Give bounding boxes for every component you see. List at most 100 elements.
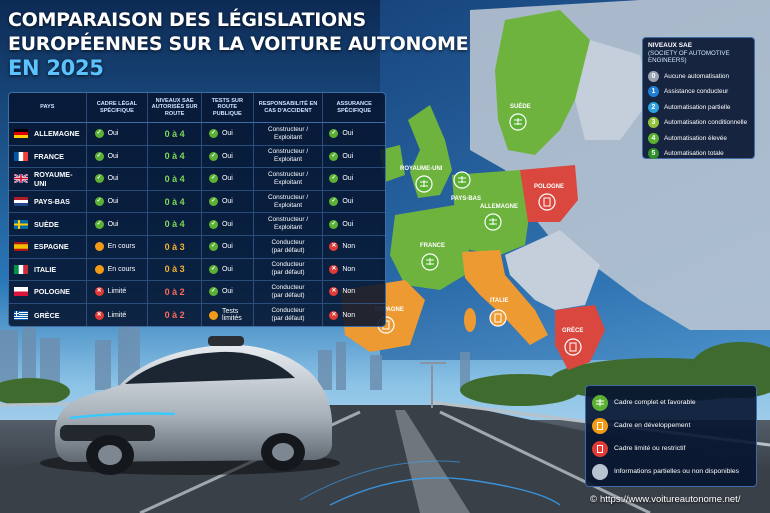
sae-value: 0 à 4 xyxy=(164,173,185,184)
resp-cell: Constructeur / Exploitant xyxy=(254,123,324,145)
country-cell: GRÈCE xyxy=(9,303,87,327)
cross-icon: ✕ xyxy=(94,287,104,297)
autonomous-car-illustration xyxy=(40,336,340,475)
table-row: ROYAUME-UNI ✓ Oui 0 à 4 ✓ Oui Constructeur / Ex… xyxy=(9,168,385,191)
check-icon: ✓ xyxy=(94,151,104,161)
pending-icon xyxy=(94,264,104,274)
tests-value: Oui xyxy=(221,175,233,183)
check-icon: ✓ xyxy=(208,197,218,207)
sae-level-label: Aucune automatisation xyxy=(664,72,730,80)
country-cell: ITALIE xyxy=(9,258,87,281)
cadre-cell: ✕ Limité xyxy=(87,303,149,327)
scale-icon xyxy=(592,394,608,411)
tests-cell: ✓ Oui xyxy=(202,190,254,213)
legend-list: Cadre complet et favorable Cadre en dével… xyxy=(592,391,750,483)
resp-line-1: Constructeur / xyxy=(267,193,309,201)
sae-cell: 0 à 3 xyxy=(148,235,202,258)
legend-item: Cadre en développement xyxy=(592,414,750,437)
map-region-france xyxy=(390,205,470,290)
map-region-grece xyxy=(555,305,605,370)
sae-cell: 0 à 4 xyxy=(148,213,202,235)
map-label-grece: GRÈCE xyxy=(562,326,583,334)
tests-cell: ✓ Oui xyxy=(202,123,254,145)
assur-cell: ✕ Non xyxy=(323,259,385,281)
header-cadre: CADRE LÉGAL SPÉCIFIQUE xyxy=(87,93,149,122)
resp-value: Constructeur / Exploitant xyxy=(268,126,308,142)
sae-level-number: 0 xyxy=(648,70,659,82)
country-cell: ESPAGNE xyxy=(9,235,87,258)
cadre-value: Oui xyxy=(107,198,119,206)
country-name: POLOGNE xyxy=(34,287,70,297)
tests-cell: ✓ Oui xyxy=(202,281,254,303)
sae-cell: 0 à 4 xyxy=(148,190,202,213)
check-icon: ✓ xyxy=(208,242,218,252)
sae-level-label: Automatisation conditionnelle xyxy=(664,119,748,127)
legend-label: Informations partielles ou non disponibl… xyxy=(614,468,740,475)
flag-se-icon xyxy=(14,219,28,229)
assur-cell: ✕ Non xyxy=(323,236,385,258)
cadre-value: Oui xyxy=(107,130,119,138)
copyright-icon: © xyxy=(590,494,597,505)
resp-line-1: Constructeur / xyxy=(267,148,309,156)
check-icon: ✓ xyxy=(208,287,218,297)
resp-value: Constructeur / Exploitant xyxy=(268,171,308,187)
table-row: PAYS-BAS ✓ Oui 0 à 4 ✓ Oui Constructeur / Explo… xyxy=(9,190,385,214)
flag-de-icon xyxy=(14,129,28,139)
map-label-pologne: POLOGNE xyxy=(534,184,564,190)
tests-value: Tests limités xyxy=(221,308,242,323)
table-row: FRANCE ✓ Oui 0 à 4 ✓ Oui Constructeur / Exploit… xyxy=(9,145,385,169)
comparison-table: PAYS CADRE LÉGAL SPÉCIFIQUE NIVEAUX SAE … xyxy=(8,92,386,328)
assur-value: Oui xyxy=(342,198,354,206)
resp-line-2: Exploitant xyxy=(273,156,303,164)
country-cell: ALLEMAGNE xyxy=(9,123,87,145)
sae-cell: 0 à 4 xyxy=(148,168,202,190)
tests-value: Oui xyxy=(221,198,233,206)
resp-value: Conducteur (par défaut) xyxy=(272,307,305,323)
website-url[interactable]: https://www.voitureautonome.net/ xyxy=(600,494,741,505)
country-cell: PAYS-BAS xyxy=(9,190,87,213)
cadre-value: Oui xyxy=(107,220,119,228)
country-name: ITALIE xyxy=(34,264,57,274)
sae-value: 0 à 4 xyxy=(164,151,185,162)
map-label-italie: ITALIE xyxy=(490,298,509,304)
title-year: EN 2025 xyxy=(8,56,104,80)
resp-value: Conducteur (par défaut) xyxy=(272,239,305,255)
sae-level-number: 1 xyxy=(648,86,659,98)
cadre-cell: ✕ Limité xyxy=(87,281,149,303)
resp-line-2: Exploitant xyxy=(273,224,303,232)
legend-label: Cadre en développement xyxy=(614,422,691,429)
map-badges xyxy=(377,113,582,356)
header-tests: TESTS SUR ROUTE PUBLIQUE xyxy=(202,93,254,122)
resp-value: Conducteur (par défaut) xyxy=(272,284,305,300)
legend-label: Cadre complet et favorable xyxy=(614,399,696,406)
assur-cell: ✓ Oui xyxy=(323,191,385,213)
country-name: SUÈDE xyxy=(34,219,59,229)
legend-item: Informations partielles ou non disponibl… xyxy=(592,460,750,483)
resp-line-2: Exploitant xyxy=(273,201,303,209)
check-icon: ✓ xyxy=(329,151,339,161)
sae-box-title: NIVEAUX SAE xyxy=(648,42,693,49)
check-icon: ✓ xyxy=(94,197,104,207)
assur-value: Oui xyxy=(342,152,354,160)
sae-level-label: Automatisation élevée xyxy=(664,134,727,142)
resp-line-1: Constructeur / xyxy=(267,170,309,178)
resp-value: Conducteur (par défaut) xyxy=(272,261,305,277)
title-line-2: EUROPÉENNES SUR LA VOITURE AUTONOME xyxy=(8,33,469,55)
assur-value: Oui xyxy=(342,130,354,138)
resp-cell: Conducteur (par défaut) xyxy=(254,281,324,303)
country-name: ESPAGNE xyxy=(34,242,69,252)
sae-cell: 0 à 3 xyxy=(148,258,202,281)
sae-value: 0 à 4 xyxy=(164,219,185,230)
check-icon: ✓ xyxy=(329,174,339,184)
assur-value: Oui xyxy=(342,175,354,183)
sae-value: 0 à 4 xyxy=(164,196,185,207)
sae-level-item: 5 Automatisation totale xyxy=(648,146,749,162)
sae-value: 0 à 3 xyxy=(164,241,185,252)
resp-cell: Conducteur (par défaut) xyxy=(254,235,324,258)
tests-value: Oui xyxy=(221,152,233,160)
flag-pl-icon xyxy=(14,287,28,297)
check-icon: ✓ xyxy=(94,129,104,139)
map-label-espagne: ESPAGNE xyxy=(375,307,404,313)
website-credit: © https://www.voitureautonome.net/ xyxy=(590,494,740,505)
assur-cell: ✓ Oui xyxy=(323,213,385,235)
